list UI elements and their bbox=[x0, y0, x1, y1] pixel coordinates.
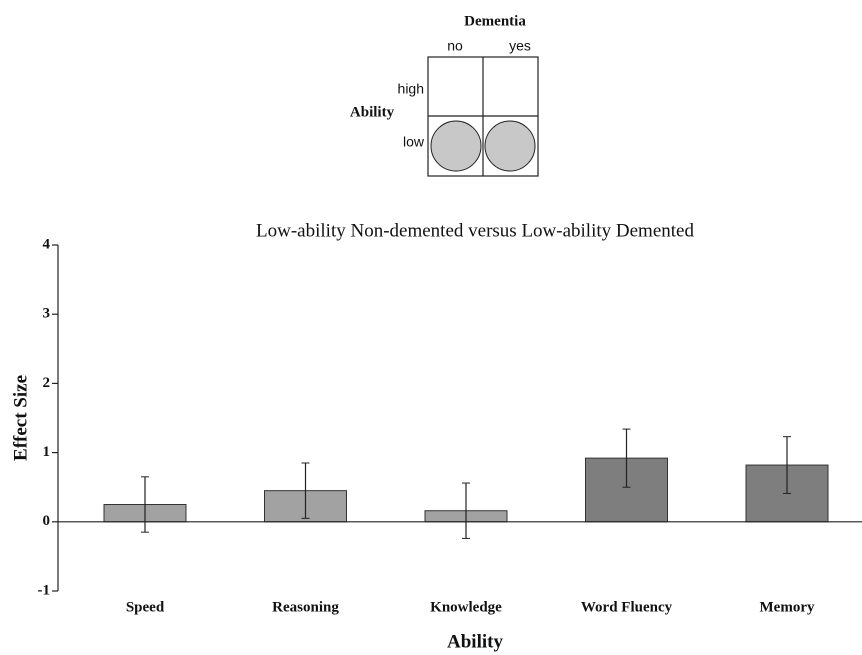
inset-circle bbox=[484, 120, 536, 172]
inset-row: low bbox=[403, 134, 425, 150]
inset-circle bbox=[430, 120, 482, 172]
y-tick-label: 2 bbox=[43, 375, 51, 391]
y-tick-label: -1 bbox=[38, 582, 51, 598]
y-tick-label: 0 bbox=[43, 513, 51, 529]
inset-row-label: Ability bbox=[350, 104, 395, 120]
inset-column: no bbox=[447, 38, 463, 54]
y-tick-label: 3 bbox=[43, 306, 51, 322]
x-tick-label: Speed bbox=[126, 599, 165, 615]
y-tick-label: 4 bbox=[43, 236, 51, 252]
chart-title: Low-ability Non-demented versus Low-abil… bbox=[256, 220, 694, 241]
inset-column: yes bbox=[509, 38, 531, 54]
x-tick-label: Memory bbox=[760, 599, 815, 615]
y-tick-label: 1 bbox=[43, 444, 51, 460]
y-axis-label: Effect Size bbox=[10, 375, 31, 461]
inset-title: Dementia bbox=[464, 13, 526, 29]
inset-grid bbox=[427, 56, 539, 177]
x-axis-label: Ability bbox=[447, 631, 503, 652]
x-tick-label: Knowledge bbox=[430, 599, 502, 615]
x-tick-label: Reasoning bbox=[272, 599, 339, 615]
x-tick-label: Word Fluency bbox=[581, 599, 673, 615]
inset-row: high bbox=[398, 81, 424, 97]
